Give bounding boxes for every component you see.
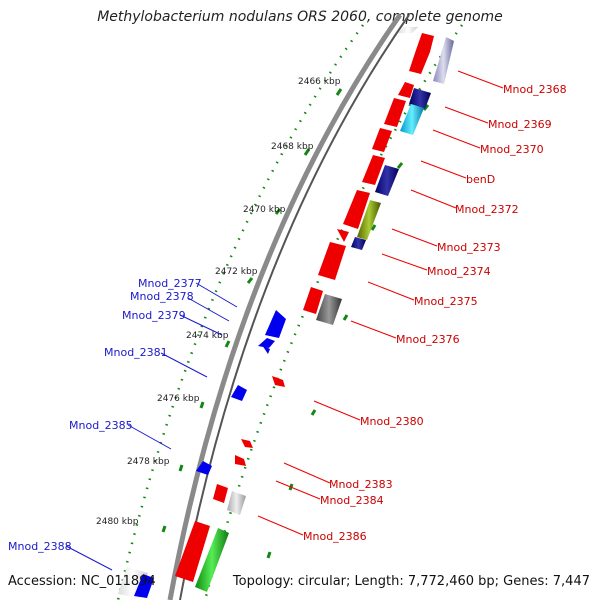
gene-mnod-2368[interactable] bbox=[409, 33, 434, 74]
gene-green-end[interactable] bbox=[195, 528, 229, 592]
gene-mnod-2381[interactable] bbox=[231, 385, 247, 401]
label-mnod-2383[interactable]: Mnod_2383 bbox=[329, 478, 393, 491]
kbp-tick-2472: 2472 kbp bbox=[215, 267, 258, 277]
label-mnod-2388[interactable]: Mnod_2388 bbox=[8, 540, 72, 553]
minor-ticks bbox=[161, 88, 430, 559]
label-mnod-2374[interactable]: Mnod_2374 bbox=[427, 265, 491, 278]
gene-mnod-2369[interactable] bbox=[400, 104, 424, 135]
gene-mnod-2372-b[interactable] bbox=[375, 165, 399, 196]
gene-mnod-2377[interactable] bbox=[265, 310, 286, 338]
kbp-tick-2478: 2478 kbp bbox=[127, 457, 170, 467]
gene-fwd-red-2[interactable] bbox=[384, 98, 406, 127]
kbp-tick-2470: 2470 kbp bbox=[243, 205, 286, 215]
label-mnod-2385[interactable]: Mnod_2385 bbox=[69, 419, 133, 432]
gene-fwd-small-1[interactable] bbox=[398, 82, 414, 98]
gene-mnod-2383[interactable] bbox=[241, 439, 253, 448]
gene-mnod-2375[interactable] bbox=[303, 287, 323, 314]
label-mnod-2376[interactable]: Mnod_2376 bbox=[396, 333, 460, 346]
backbone-outer bbox=[167, 13, 403, 600]
label-mnod-2378[interactable]: Mnod_2378 bbox=[130, 290, 194, 303]
reverse-genes bbox=[118, 310, 286, 598]
map-title: Methylobacterium nodulans ORS 2060, comp… bbox=[97, 9, 503, 25]
label-mnod-2368[interactable]: Mnod_2368 bbox=[503, 83, 567, 96]
gene-top-strip bbox=[398, 27, 418, 33]
gene-mnod-2372[interactable] bbox=[343, 190, 370, 229]
gene-mnod-2386-a[interactable] bbox=[213, 484, 228, 503]
gene-mnod-2386[interactable] bbox=[227, 491, 246, 515]
label-mnod-2380[interactable]: Mnod_2380 bbox=[360, 415, 424, 428]
gene-mnod-2384[interactable] bbox=[235, 455, 246, 466]
label-mnod-2369[interactable]: Mnod_2369 bbox=[488, 118, 552, 131]
label-bend[interactable]: benD bbox=[466, 173, 495, 186]
gene-fwd-large-end[interactable] bbox=[175, 521, 210, 582]
label-mnod-2375[interactable]: Mnod_2375 bbox=[414, 295, 478, 308]
kbp-tick-2480: 2480 kbp bbox=[96, 517, 139, 527]
label-mnod-2386[interactable]: Mnod_2386 bbox=[303, 530, 367, 543]
label-mnod-2377[interactable]: Mnod_2377 bbox=[138, 277, 202, 290]
label-mnod-2381[interactable]: Mnod_2381 bbox=[104, 346, 168, 359]
forward-genes bbox=[175, 33, 454, 592]
label-mnod-2373[interactable]: Mnod_2373 bbox=[437, 241, 501, 254]
label-mnod-2379[interactable]: Mnod_2379 bbox=[122, 309, 186, 322]
gene-mnod-2385[interactable] bbox=[196, 461, 212, 475]
forward-leaders bbox=[257, 70, 504, 536]
accession-text: Accession: NC_011894 bbox=[8, 574, 156, 589]
gene-mnod-2370[interactable] bbox=[372, 128, 392, 152]
topology-text: Topology: circular; Length: 7,772,460 bp… bbox=[232, 574, 590, 589]
kbp-tick-2468: 2468 kbp bbox=[271, 142, 314, 152]
reverse-leaders bbox=[65, 282, 238, 571]
kbp-tick-2476: 2476 kbp bbox=[157, 394, 200, 404]
backbone-inner bbox=[179, 14, 410, 600]
gene-mnod-2378[interactable] bbox=[258, 338, 275, 348]
gene-mnod-2379[interactable] bbox=[262, 345, 270, 354]
gene-mnod-2369-a[interactable] bbox=[409, 88, 431, 109]
gene-mnod-2374[interactable] bbox=[318, 242, 346, 280]
gene-mnod-2380[interactable] bbox=[272, 376, 285, 387]
gene-mnod-2374-b[interactable] bbox=[351, 237, 366, 250]
kbp-tick-2474: 2474 kbp bbox=[186, 331, 229, 341]
label-mnod-2372[interactable]: Mnod_2372 bbox=[455, 203, 519, 216]
kbp-tick-2466: 2466 kbp bbox=[298, 77, 341, 87]
gene-bend[interactable] bbox=[362, 155, 385, 185]
gene-mnod-2368-b[interactable] bbox=[433, 37, 454, 84]
gene-mnod-2376[interactable] bbox=[316, 294, 342, 325]
label-mnod-2370[interactable]: Mnod_2370 bbox=[480, 143, 544, 156]
gene-mnod-2373-b[interactable] bbox=[357, 200, 381, 240]
gene-mnod-2388[interactable] bbox=[134, 574, 154, 598]
gene-mnod-2373[interactable] bbox=[337, 229, 349, 242]
label-mnod-2384[interactable]: Mnod_2384 bbox=[320, 494, 384, 507]
